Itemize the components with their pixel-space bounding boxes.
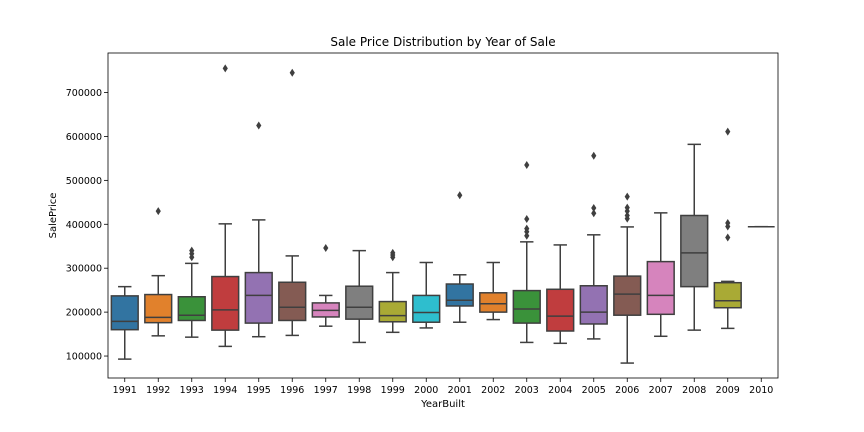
outlier-2009-0	[725, 233, 731, 242]
plot-frame	[107, 52, 779, 379]
outlier-2003-3	[524, 215, 530, 224]
outlier-1999-2	[390, 248, 396, 257]
x-tick-label-2009: 2009	[716, 385, 740, 396]
x-tick-label-1991: 1991	[113, 385, 137, 396]
x-tick-label-2003: 2003	[515, 385, 539, 396]
chart-title: Sale Price Distribution by Year of Sale	[330, 35, 555, 49]
y-tick-label-4: 500000	[66, 176, 102, 187]
box-2005	[579, 285, 608, 325]
x-axis-label: YearBuilt	[420, 399, 465, 410]
box-2003	[512, 289, 541, 324]
outlier-2005-0	[591, 209, 597, 218]
y-tick-label-3: 400000	[66, 220, 102, 231]
outlier-2006-1	[624, 211, 630, 220]
outlier-2003-2	[524, 224, 530, 233]
outlier-2009-3	[725, 127, 731, 136]
x-tick-label-2004: 2004	[548, 385, 572, 396]
box-1991	[110, 295, 139, 331]
x-tick-label-2002: 2002	[481, 385, 505, 396]
box-1999	[378, 300, 407, 323]
x-tick-label-2006: 2006	[615, 385, 639, 396]
y-tick-label-2: 300000	[66, 264, 102, 275]
outlier-1995-0	[256, 121, 262, 130]
box-2004	[546, 288, 575, 332]
outlier-1994-0	[222, 64, 228, 73]
y-tick-label-6: 700000	[66, 88, 102, 99]
box-2002	[479, 292, 508, 313]
outlier-2003-4	[524, 160, 530, 169]
box-1996	[278, 281, 307, 322]
outlier-1996-0	[289, 68, 295, 77]
box-2001	[445, 283, 474, 307]
box-2000	[412, 294, 441, 323]
x-tick-label-1995: 1995	[247, 385, 271, 396]
y-tick-label-5: 600000	[66, 132, 102, 143]
x-tick-label-1997: 1997	[314, 385, 338, 396]
outlier-2006-4	[624, 192, 630, 201]
y-axis-label: SalePrice	[48, 193, 59, 239]
plot-area	[110, 64, 775, 364]
box-2007	[646, 260, 675, 316]
x-tick-label-2000: 2000	[414, 385, 438, 396]
outlier-2009-2	[725, 218, 731, 227]
outlier-1993-2	[189, 246, 195, 255]
box-2006	[613, 275, 642, 316]
x-tick-label-2010: 2010	[749, 385, 773, 396]
outlier-1997-0	[323, 244, 329, 252]
x-tick-label-1994: 1994	[213, 385, 237, 396]
outlier-2001-0	[457, 191, 463, 200]
box-1992	[144, 293, 173, 324]
box-1998	[345, 285, 374, 320]
x-tick-label-2001: 2001	[448, 385, 472, 396]
x-tick-label-2008: 2008	[682, 385, 706, 396]
box-2008	[680, 214, 709, 288]
box-2009	[713, 281, 742, 309]
x-tick-label-2005: 2005	[582, 385, 606, 396]
outlier-2006-3	[624, 203, 630, 212]
y-tick-label-0: 100000	[66, 352, 102, 363]
x-tick-label-1993: 1993	[180, 385, 204, 396]
x-tick-label-1998: 1998	[347, 385, 371, 396]
x-tick-label-1999: 1999	[381, 385, 405, 396]
outlier-2005-1	[591, 204, 597, 213]
y-tick-label-1: 200000	[66, 308, 102, 319]
outlier-2005-2	[591, 151, 597, 160]
box-1993	[177, 296, 206, 322]
box-1995	[244, 271, 273, 324]
outlier-1992-0	[155, 207, 161, 216]
x-tick-label-1996: 1996	[280, 385, 304, 396]
x-tick-label-2007: 2007	[649, 385, 673, 396]
x-tick-label-1992: 1992	[146, 385, 170, 396]
box-1994	[211, 275, 240, 331]
